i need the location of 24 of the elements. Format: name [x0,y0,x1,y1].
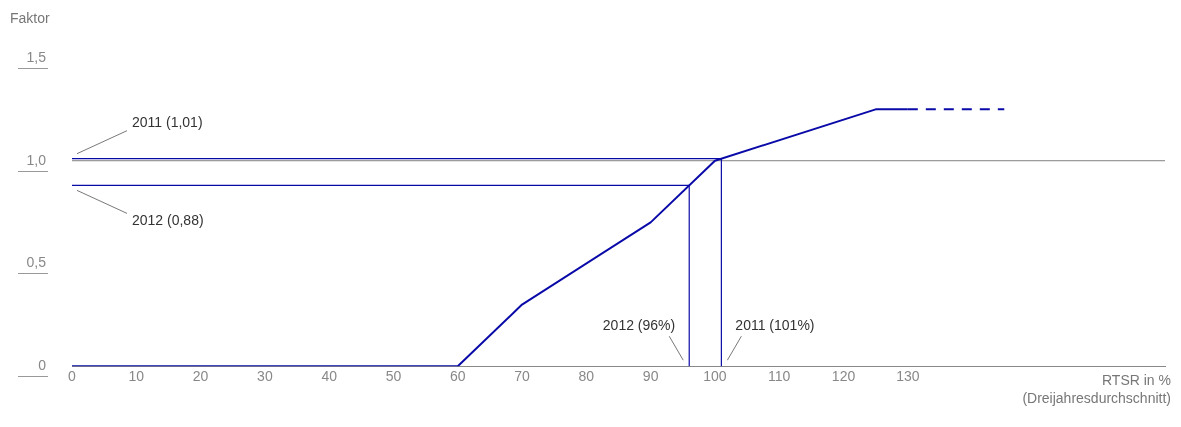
x-tick-label: 20 [192,368,209,385]
y-tick-label: 1,5 [26,48,47,65]
x-tick-label: 110 [768,368,791,385]
y-tick-label: 0,5 [26,254,47,271]
annotation: 2011 (101%) [735,317,815,334]
x-tick-label: 120 [831,368,856,385]
y-tick-label: 0 [38,357,47,374]
annotation: 2012 (0,88) [132,212,204,229]
x-tick-label: 10 [128,368,145,385]
x-tick-label: 0 [68,368,77,385]
x-tick-label: 70 [514,368,531,385]
x-tick-label: 90 [642,368,659,385]
annotation: 2011 (1,01) [132,113,203,130]
x-tick-label: 80 [578,368,595,385]
x-tick-label: 100 [703,368,727,385]
annotation: 2012 (96%) [602,317,676,334]
y-axis-title: Faktor [10,9,51,26]
x-tick-label: 130 [896,368,920,385]
x-tick-label: 50 [385,368,402,385]
x-axis-title: RTSR in % (Dreijahresdurchschnitt) [1022,372,1171,407]
x-tick-label: 40 [321,368,338,385]
x-tick-label: 60 [449,368,466,385]
y-tick-label: 1,0 [26,151,47,168]
x-tick-label: 30 [257,368,273,385]
